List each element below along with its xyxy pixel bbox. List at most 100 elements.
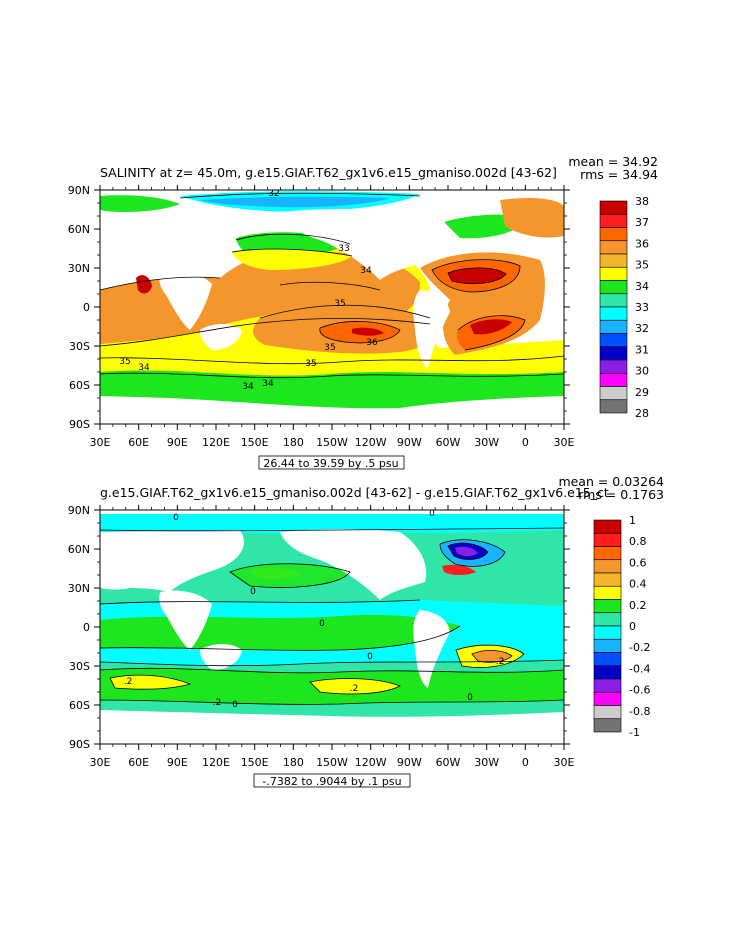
contour-label: 0: [250, 587, 256, 597]
p1-fill-north-pacific-yellow: [232, 249, 352, 270]
panel1-contour-labels: 32 33 34 35 35 35 35 36 34 34 34: [119, 189, 378, 392]
colorbar-label: 31: [635, 343, 649, 356]
x-tick-label: 90E: [167, 756, 188, 769]
y-tick-label: 60N: [68, 223, 90, 236]
x-tick-label: 0: [522, 756, 529, 769]
colorbar-swatch: [593, 559, 622, 574]
panel1-map: [99, 190, 565, 424]
panel2-rms: rms = 0.1763: [578, 487, 664, 502]
contour-label: 34: [360, 266, 372, 276]
colorbar-swatch: [599, 319, 628, 334]
colorbar-swatch: [593, 599, 622, 614]
colorbar-label: -0.8: [629, 705, 650, 718]
colorbar-swatch: [593, 638, 622, 653]
colorbar-swatch: [593, 718, 622, 733]
p2-land-africa: [159, 590, 212, 650]
contour-label: .2: [496, 657, 505, 667]
contour-label: 0: [319, 619, 325, 629]
p1-fill-north-atlantic-core: [448, 267, 506, 284]
p1-land-north-america: [280, 209, 427, 280]
colorbar-swatch: [599, 372, 628, 387]
colorbar-label: 0: [629, 620, 636, 633]
colorbar-swatch: [593, 678, 622, 693]
colorbar-swatch: [599, 359, 628, 374]
p1-land-africa: [159, 270, 212, 330]
colorbar-swatch: [599, 346, 628, 361]
x-tick-label: 60E: [128, 436, 149, 449]
colorbar-label: 38: [635, 195, 649, 208]
p1-fill-arctic-green: [100, 195, 180, 212]
panel1-range-box: [258, 455, 405, 470]
colorbar-label: 32: [635, 322, 649, 335]
panel2-map: [99, 510, 565, 744]
y-tick-label: 90N: [68, 184, 90, 197]
colorbar-swatch: [593, 625, 622, 640]
contour-label: 0: [173, 513, 179, 523]
colorbar-swatch: [599, 213, 628, 228]
y-tick-label: 30S: [69, 340, 90, 353]
contour-label: 35: [334, 299, 345, 309]
x-tick-label: 150E: [241, 756, 269, 769]
x-tick-label: 90E: [167, 436, 188, 449]
y-tick-label: 60S: [69, 379, 90, 392]
colorbar-swatch: [593, 612, 622, 627]
p2-land-australia: [200, 644, 242, 670]
colorbar-swatch: [593, 665, 622, 680]
colorbar-swatch: [593, 532, 622, 547]
x-tick-label: 120E: [202, 436, 230, 449]
contour-label: 0: [429, 509, 435, 519]
panel-salinity: SALINITY at z= 45.0m, g.e15.GIAF.T62_gx1…: [68, 154, 658, 470]
x-tick-label: 60W: [436, 436, 461, 449]
p1-fill-arabian-red: [136, 275, 152, 294]
p2-fill-gulfstream-red: [442, 564, 476, 575]
p2-land-antarctica: [100, 712, 564, 744]
y-tick-label: 0: [83, 621, 90, 634]
p2-fill-south-pacific-yellow: [310, 678, 400, 694]
y-tick-label: 90N: [68, 504, 90, 517]
panel2-mean: mean = 0.03264: [558, 474, 664, 489]
contour-label: .2: [124, 677, 133, 687]
panel1-colorbar: 38 37 36 35 34 33 32 31 30 29 28: [599, 195, 649, 420]
colorbar-swatch: [599, 280, 628, 295]
colorbar-label: 37: [635, 216, 649, 229]
panel2-contour-labels: 0 0 0 0 0 .2 .2 .2 .2 0 0: [124, 509, 505, 710]
contour-label: 34: [138, 363, 150, 373]
x-tick-label: 150W: [316, 756, 348, 769]
panel1-axes: 30E 60E 90E 120E 150E 180 150W 120W 90W 60W 30W 0 30…: [68, 184, 575, 449]
panel2-axes: 30E 60E 90E 120E 150E 180 150W 120W 90W 60W 30W 0 30…: [68, 504, 575, 769]
x-tick-label: 180: [283, 436, 304, 449]
p2-fill-south-yellow: [110, 675, 190, 690]
panel2-title: g.e15.GIAF.T62_gx1v6.e15_gmaniso.002d [4…: [100, 485, 609, 500]
colorbar-swatch: [593, 519, 622, 534]
y-tick-label: 0: [83, 301, 90, 314]
colorbar-swatch: [599, 240, 628, 255]
p2-land-south-america: [413, 610, 450, 688]
x-tick-label: 60W: [436, 756, 461, 769]
colorbar-label: 36: [635, 237, 649, 250]
y-tick-label: 30N: [68, 582, 90, 595]
x-tick-label: 120W: [355, 436, 387, 449]
colorbar-label: 1: [629, 514, 636, 527]
contour-label: 36: [366, 338, 378, 348]
x-tick-label: 60E: [128, 756, 149, 769]
colorbar-label: -1: [629, 726, 640, 739]
x-tick-label: 30E: [90, 756, 111, 769]
colorbar-label: 29: [635, 386, 649, 399]
colorbar-label: 35: [635, 259, 649, 272]
x-tick-label: 0: [522, 436, 529, 449]
y-tick-label: 90S: [69, 738, 90, 751]
colorbar-swatch: [599, 227, 628, 242]
contour-label: 34: [242, 382, 254, 392]
contour-label: 0: [232, 700, 238, 710]
p2-fill-south-atlantic-orange: [472, 650, 512, 663]
x-tick-label: 120E: [202, 756, 230, 769]
x-tick-label: 30E: [554, 756, 575, 769]
contour-label: 32: [268, 189, 279, 199]
colorbar-swatch: [599, 253, 628, 268]
colorbar-label: -0.4: [629, 662, 650, 675]
contour-label: 35: [119, 357, 130, 367]
colorbar-label: -0.2: [629, 641, 650, 654]
contour-label: 0: [467, 693, 473, 703]
p1-fill-south-atlantic-core: [470, 319, 512, 335]
p1-land-eurasia: [100, 210, 244, 272]
